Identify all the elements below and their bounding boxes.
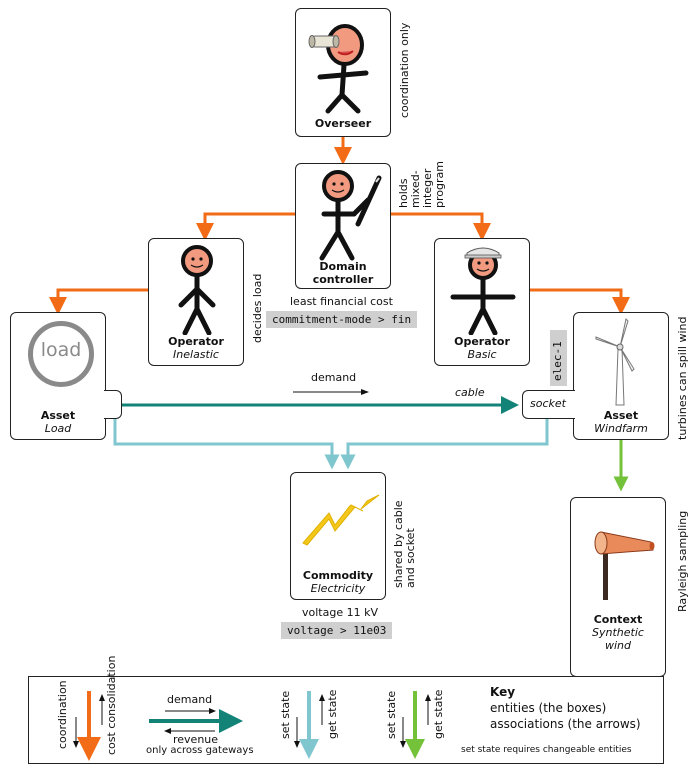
key-footnote: set state requires changeable entities [461, 745, 632, 755]
context-box: Context Synthetic wind [570, 497, 666, 677]
controller-note: holds mixed- integer program [397, 138, 446, 208]
load-gateway [104, 390, 122, 419]
wind-turbine-icon [595, 317, 635, 406]
overseer-title: Overseer [314, 117, 372, 130]
context-note: Rayleigh sampling [676, 510, 689, 612]
overseer-note: coordination only [398, 22, 411, 118]
commodity-title: Commodity [302, 569, 374, 582]
windfarm-subtitle: Windfarm [594, 422, 648, 435]
domain-controller-box: Domain controller [295, 163, 391, 289]
link-load-to-commodity [113, 419, 340, 470]
key-line1: entities (the boxes) [490, 701, 607, 715]
key-heading: Key [490, 685, 516, 699]
load-icon [28, 321, 94, 387]
context-title: Context [593, 613, 643, 626]
context-subtitle-line2: wind [604, 639, 631, 652]
inelastic-subtitle: Inelastic [173, 348, 219, 361]
inelastic-figure [178, 245, 216, 335]
key-set-state-2: set state [385, 690, 398, 739]
key-gateways-label: only across gateways [146, 745, 254, 756]
socket-label: socket [530, 397, 566, 410]
controller-title-line2: controller [312, 273, 374, 286]
controller-code: commitment-mode > fin [266, 311, 418, 328]
controller-title-line1: Domain [319, 260, 367, 273]
windfarm-note: turbines can spill wind [676, 316, 689, 440]
key-arrows [73, 691, 431, 761]
commodity-code: voltage > 11e03 [281, 622, 393, 639]
controller-figure [319, 170, 382, 261]
socket-gateway: socket [522, 390, 575, 419]
link-socket-to-commodity [340, 419, 549, 470]
commodity-note: shared by cable and socket [392, 478, 417, 588]
basic-title: Operator [454, 335, 510, 348]
operator-inelastic-box: Operator Inelastic [148, 238, 244, 366]
cable-label: cable [455, 386, 485, 399]
commodity-note-line2: and socket [404, 528, 417, 588]
commodity-box: Commodity Electricity [290, 472, 386, 600]
key-get-state-1: get state [326, 689, 339, 739]
basic-subtitle: Basic [467, 348, 497, 361]
lightning-icon [302, 494, 380, 546]
key-coordination-label: coordination [56, 680, 69, 749]
controller-caption: least financial cost [290, 295, 393, 308]
asset-windfarm-box: Asset Windfarm [573, 312, 669, 440]
overseer-figure [308, 24, 369, 114]
commodity-subtitle: Electricity [310, 582, 366, 595]
binoculars-icon [308, 35, 340, 48]
arrow-basic-to-windfarm [529, 288, 630, 315]
asset-load-box: load Asset Load [10, 312, 106, 440]
key-legend: coordination cost consolidation demand r… [28, 656, 664, 764]
basic-figure [450, 247, 516, 335]
demand-label: demand [311, 371, 357, 384]
load-subtitle: Load [44, 422, 72, 435]
windfarm-tag: elec-1 [550, 330, 567, 386]
context-subtitle-line1: Synthetic [592, 626, 644, 639]
key-get-state-2: get state [432, 689, 445, 739]
arrow-controller-to-basic [391, 212, 491, 241]
arrow-inelastic-to-load [49, 288, 148, 315]
load-icon-label: load [40, 339, 82, 361]
key-line2: associations (the arrows) [490, 717, 641, 731]
key-demand-label: demand [167, 693, 213, 706]
key-cost-label: cost consolidation [105, 655, 118, 755]
operator-basic-box: Operator Basic [434, 238, 530, 366]
baton-icon [355, 175, 382, 227]
windsock-icon [594, 531, 655, 600]
key-set-state-1: set state [279, 690, 292, 739]
arrow-controller-to-inelastic [196, 212, 295, 241]
overseer-box: Overseer [295, 8, 391, 137]
inelastic-title: Operator [168, 335, 224, 348]
load-title: Asset [40, 409, 76, 422]
key-revenue-label: revenue [173, 733, 219, 746]
commodity-caption: voltage 11 kV [302, 606, 378, 619]
windfarm-tag-text: elec-1 [551, 341, 564, 381]
controller-note-line4: program [433, 161, 446, 208]
windfarm-title: Asset [603, 409, 639, 422]
cap-icon [464, 247, 502, 259]
inelastic-note: decides load [251, 273, 264, 343]
